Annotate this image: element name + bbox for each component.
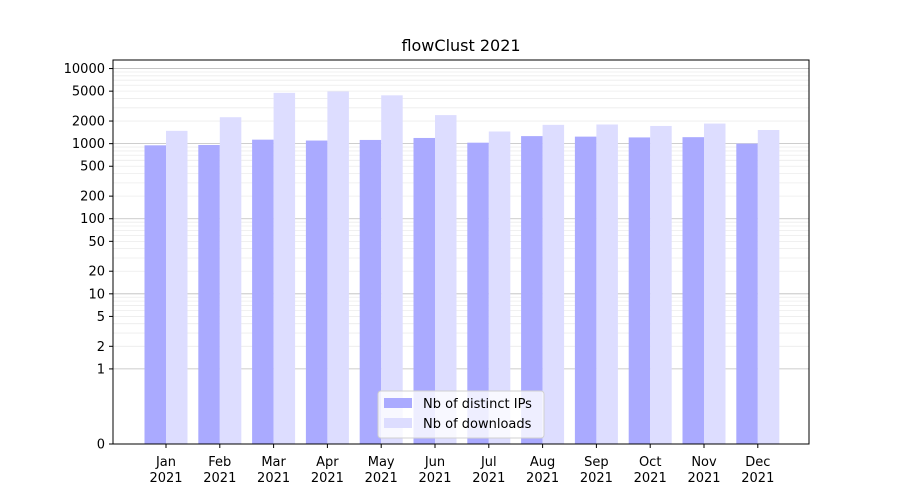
x-tick-month: Oct: [639, 455, 661, 470]
bars: [144, 91, 780, 445]
y-tick-label: 2000: [72, 115, 105, 130]
y-tick-label: 0: [97, 438, 105, 453]
bar-distinct-ips: [305, 140, 328, 445]
bar-distinct-ips: [682, 137, 704, 444]
y-tick-label: 1000: [72, 137, 105, 152]
plot-frame: [112, 59, 810, 445]
y-tick-label: 100: [80, 212, 105, 227]
bar-distinct-ips: [359, 139, 382, 444]
x-tick-year: 2021: [741, 471, 774, 486]
y-tick-label: 20: [88, 265, 105, 280]
y-tick-label: 200: [80, 190, 105, 205]
bar-distinct-ips: [736, 143, 758, 444]
legend: Nb of distinct IPs Nb of downloads: [377, 390, 545, 439]
bar-downloads: [757, 129, 780, 444]
bar-downloads: [327, 91, 349, 444]
x-tick-year: 2021: [311, 471, 344, 486]
y-axis: 0 1 2 5 10 20 50 100 200 500 1000 2000 5000 10000: [64, 62, 113, 453]
y-tick-label: 10000: [64, 62, 105, 77]
x-tick-month: Jun: [424, 455, 445, 470]
legend-swatch: [384, 398, 412, 408]
x-tick-month: Sep: [584, 455, 609, 470]
x-tick-month: Apr: [316, 455, 339, 470]
x-tick-month: Aug: [530, 455, 555, 470]
legend-box: [377, 390, 545, 439]
x-axis: Jan2021Feb2021Mar2021Apr2021May2021Jun20…: [149, 444, 774, 486]
legend-swatch: [384, 418, 412, 428]
bar-distinct-ips: [467, 142, 489, 444]
y-tick-label: 5: [97, 310, 105, 325]
x-tick-year: 2021: [472, 471, 505, 486]
y-tick-label: 50: [88, 235, 105, 250]
bar-distinct-ips: [628, 137, 651, 444]
x-tick-year: 2021: [203, 471, 236, 486]
legend-label: Nb of distinct IPs: [423, 397, 532, 412]
chart-title: flowClust 2021: [401, 36, 520, 55]
x-tick-month: Jan: [155, 455, 176, 470]
x-tick-year: 2021: [418, 471, 451, 486]
bar-downloads: [596, 124, 618, 444]
y-tick-label: 1: [97, 362, 105, 377]
bar-downloads: [488, 131, 511, 444]
x-tick-month: May: [368, 455, 395, 470]
bar-distinct-ips: [413, 137, 435, 444]
x-tick-month: Jul: [480, 455, 497, 470]
bar-distinct-ips: [252, 139, 274, 444]
bar-distinct-ips: [521, 136, 543, 445]
x-tick-month: Nov: [691, 455, 717, 470]
x-tick-year: 2021: [634, 471, 667, 486]
x-tick-year: 2021: [580, 471, 613, 486]
y-tick-label: 2: [97, 340, 105, 355]
x-tick-year: 2021: [257, 471, 290, 486]
bar-downloads: [381, 95, 403, 445]
x-tick-year: 2021: [365, 471, 398, 486]
x-tick-year: 2021: [149, 471, 182, 486]
x-tick-month: Feb: [208, 455, 231, 470]
x-tick-year: 2021: [687, 471, 720, 486]
bar-distinct-ips: [574, 136, 597, 445]
bar-downloads: [219, 117, 242, 444]
bar-distinct-ips: [144, 145, 166, 444]
bar-downloads: [704, 123, 726, 445]
bar-downloads: [650, 125, 672, 445]
bar-downloads: [542, 124, 565, 445]
y-tick-label: 5000: [72, 85, 105, 100]
bar-downloads: [166, 130, 188, 445]
y-tick-label: 10: [88, 287, 105, 302]
bar-distinct-ips: [198, 144, 220, 444]
bar-downloads: [273, 92, 296, 444]
x-tick-month: Dec: [745, 455, 770, 470]
x-tick-year: 2021: [526, 471, 559, 486]
bar-downloads: [435, 115, 457, 444]
legend-label: Nb of downloads: [423, 417, 532, 432]
y-tick-label: 500: [80, 160, 105, 175]
x-tick-month: Mar: [261, 455, 286, 470]
